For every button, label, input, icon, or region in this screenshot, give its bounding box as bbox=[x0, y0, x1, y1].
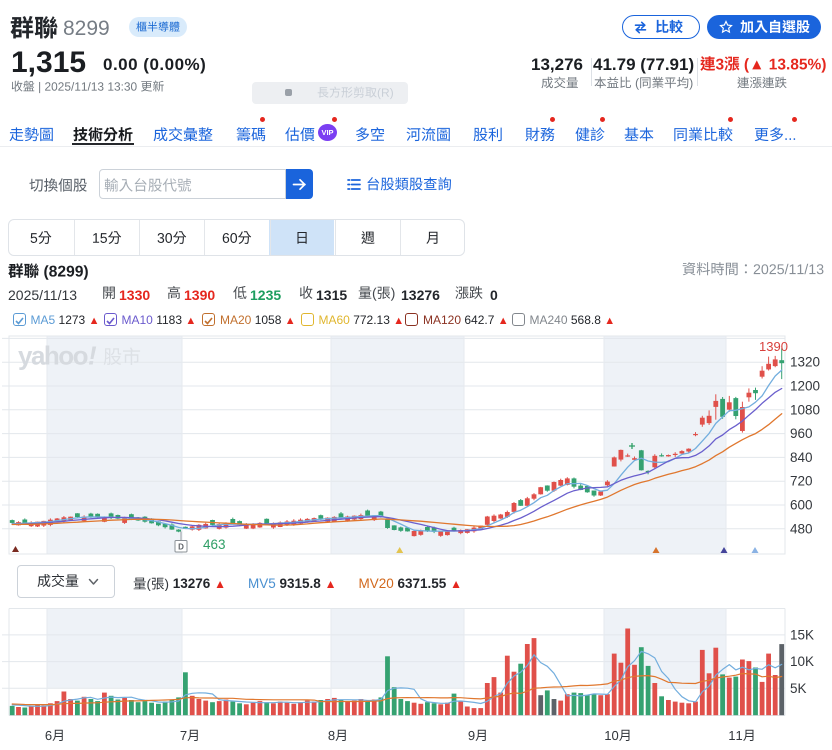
svg-text:600: 600 bbox=[790, 498, 813, 513]
svg-text:1390: 1390 bbox=[759, 339, 788, 354]
svg-text:10K: 10K bbox=[790, 654, 814, 669]
svg-text:15K: 15K bbox=[790, 627, 814, 642]
svg-text:463: 463 bbox=[203, 537, 226, 552]
svg-text:480: 480 bbox=[790, 521, 813, 536]
svg-text:D: D bbox=[178, 543, 184, 552]
svg-text:1320: 1320 bbox=[790, 355, 820, 370]
svg-text:840: 840 bbox=[790, 450, 813, 465]
svg-text:!: ! bbox=[88, 341, 97, 371]
svg-text:1200: 1200 bbox=[790, 379, 820, 394]
svg-text:960: 960 bbox=[790, 426, 813, 441]
svg-text:720: 720 bbox=[790, 474, 813, 489]
svg-text:5K: 5K bbox=[790, 681, 807, 696]
svg-text:yahoo: yahoo bbox=[18, 341, 88, 371]
svg-text:1080: 1080 bbox=[790, 402, 820, 417]
